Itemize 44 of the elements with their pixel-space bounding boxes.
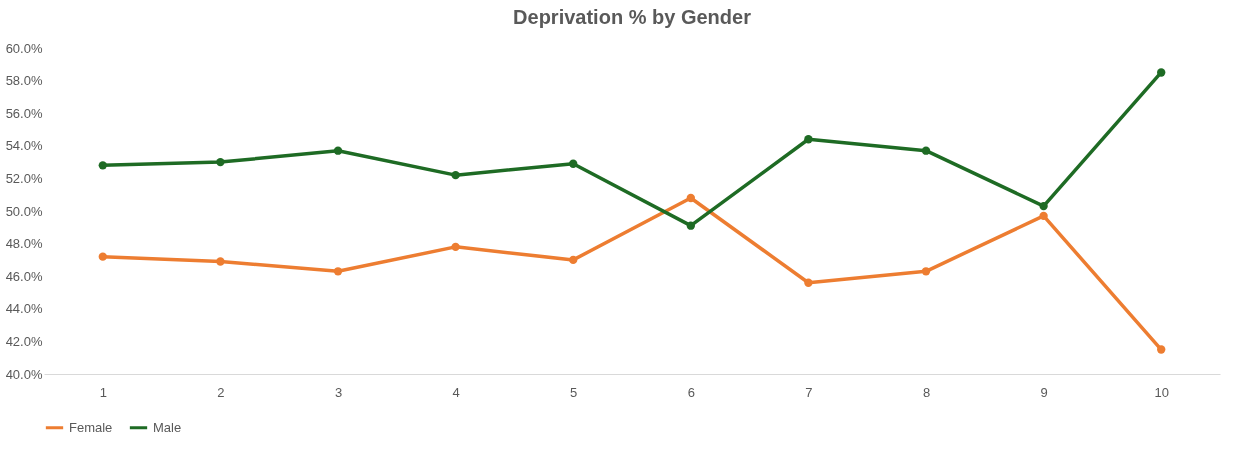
point bbox=[1157, 68, 1166, 77]
x-tick-label: 7 bbox=[805, 384, 813, 400]
point bbox=[451, 170, 460, 180]
point bbox=[98, 252, 107, 261]
y-tick-label: 42.0% bbox=[5, 333, 43, 349]
point bbox=[569, 159, 578, 168]
y-tick-label: 46.0% bbox=[5, 268, 43, 284]
point bbox=[333, 267, 343, 276]
y-tick-label: 52.0% bbox=[5, 170, 43, 186]
y-tick-label: 50.0% bbox=[5, 203, 43, 219]
point bbox=[569, 255, 578, 265]
legend-label: Male bbox=[153, 419, 182, 435]
point bbox=[98, 161, 107, 170]
point bbox=[1039, 211, 1048, 221]
x-tick-label: 3 bbox=[334, 384, 343, 400]
point bbox=[333, 146, 343, 155]
x-tick-label: 5 bbox=[570, 384, 578, 400]
y-tick-label: 40.0% bbox=[5, 366, 43, 382]
x-tick-label: 4 bbox=[452, 384, 460, 400]
x-tick-label: 8 bbox=[922, 384, 931, 400]
point bbox=[921, 146, 931, 155]
y-tick-label: 60.0% bbox=[5, 40, 43, 56]
point bbox=[1039, 201, 1048, 211]
legend-label: Female bbox=[69, 419, 113, 435]
point bbox=[804, 135, 813, 144]
point bbox=[686, 221, 695, 230]
y-tick-label: 58.0% bbox=[5, 73, 43, 89]
point bbox=[921, 267, 931, 276]
y-tick-label: 44.0% bbox=[5, 301, 43, 317]
y-tick-label: 48.0% bbox=[5, 236, 43, 252]
point bbox=[216, 157, 225, 167]
x-tick-label: 10 bbox=[1154, 384, 1169, 400]
y-tick-label: 56.0% bbox=[5, 105, 43, 121]
y-tick-label: 54.0% bbox=[5, 138, 43, 154]
x-tick-label: 2 bbox=[217, 384, 225, 400]
x-tick-label: 1 bbox=[99, 384, 107, 400]
x-tick-label: 9 bbox=[1040, 384, 1048, 400]
point bbox=[1157, 345, 1166, 354]
point bbox=[686, 193, 695, 203]
chart-title: Deprivation % by Gender bbox=[513, 6, 752, 28]
x-tick-label: 6 bbox=[687, 384, 695, 400]
point bbox=[804, 278, 813, 287]
point bbox=[216, 257, 225, 266]
point bbox=[451, 242, 460, 252]
